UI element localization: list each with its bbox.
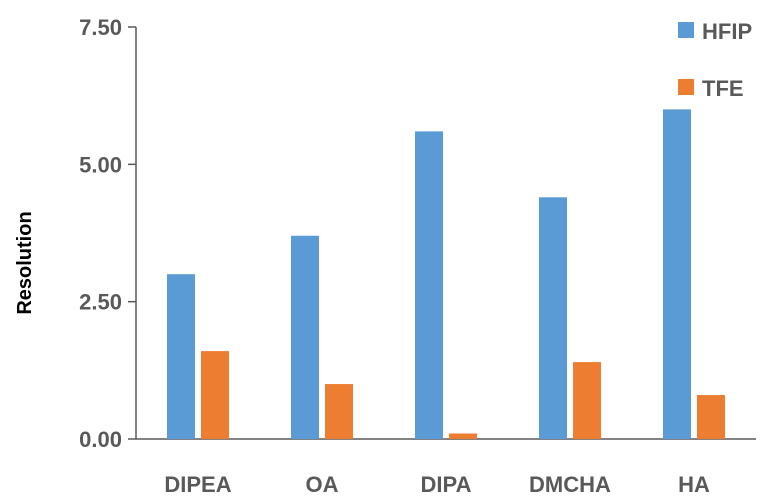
bar-hfip-dipa [415, 131, 443, 439]
bar-tfe-dipa [449, 433, 477, 439]
y-tick-labels: 0.00 2.50 5.00 7.50 [79, 15, 136, 452]
x-tick-label: OA [306, 472, 339, 497]
legend-swatch-hfip [678, 22, 694, 38]
y-tick-label: 7.50 [79, 15, 122, 40]
legend-label-hfip: HFIP [702, 19, 752, 44]
x-tick-label: DIPA [421, 472, 472, 497]
bar-hfip-dmcha [539, 197, 567, 439]
bar-hfip-dipea [167, 274, 195, 439]
x-tick-label: DIPEA [164, 472, 231, 497]
bar-hfip-oa [291, 235, 319, 439]
bar-tfe-oa [325, 384, 353, 439]
y-tick-label: 5.00 [79, 152, 122, 177]
x-tick-label: DMCHA [529, 472, 611, 497]
bar-tfe-dipea [201, 351, 229, 439]
bar-tfe-ha [697, 395, 725, 439]
x-tick-labels: DIPEA OA DIPA DMCHA HA [164, 472, 710, 497]
bar-tfe-dmcha [573, 362, 601, 439]
axes [135, 27, 756, 440]
bars [167, 109, 725, 440]
x-tick-label: HA [678, 472, 710, 497]
y-axis-label: Resolution [14, 211, 36, 314]
legend: HFIP TFE [678, 19, 752, 101]
y-tick-label: 2.50 [79, 290, 122, 315]
bar-hfip-ha [663, 109, 691, 440]
y-tick-label: 0.00 [79, 427, 122, 452]
legend-swatch-tfe [678, 79, 694, 95]
legend-label-tfe: TFE [702, 76, 744, 101]
